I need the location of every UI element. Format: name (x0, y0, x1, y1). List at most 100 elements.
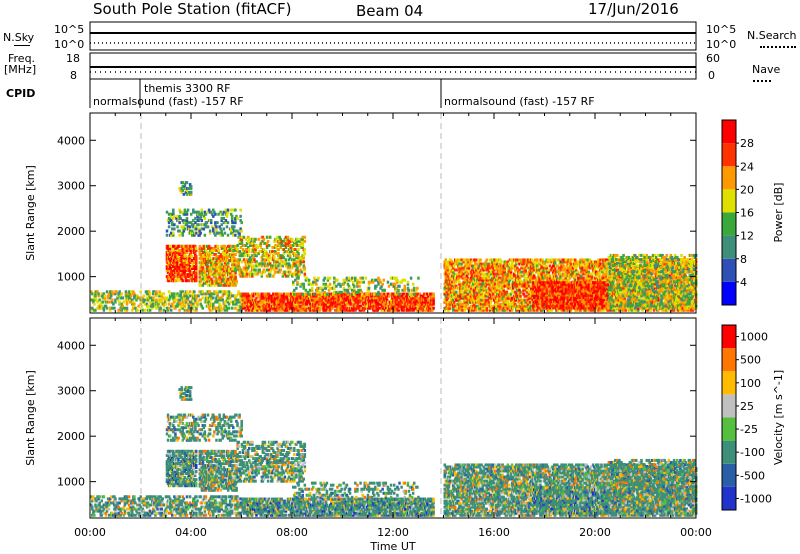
rti-cell (212, 296, 215, 299)
rti-cell (267, 240, 270, 243)
rti-cell (248, 248, 251, 251)
rti-cell (329, 283, 332, 286)
rti-cell (126, 307, 129, 310)
rti-cell (353, 285, 356, 288)
rti-cell (93, 303, 96, 306)
rti-cell (304, 248, 307, 251)
rti-cell (254, 238, 257, 241)
rti-cell (404, 279, 407, 282)
rti-cell (254, 269, 257, 272)
rti-cell (412, 283, 415, 286)
rti-cell (313, 293, 316, 296)
rti-cell (304, 236, 307, 239)
rti-cell (475, 258, 478, 261)
rti-cell (297, 252, 300, 255)
rti-cell (301, 293, 304, 296)
rti-cell (195, 255, 198, 258)
rti-cell (500, 260, 503, 263)
rti-cell (362, 281, 365, 284)
rti-cell (327, 293, 330, 296)
rti-cell (546, 264, 549, 267)
rti-cell (387, 281, 390, 284)
rti-cell (155, 290, 158, 293)
rti-cell (111, 299, 114, 302)
rti-cell (104, 294, 107, 297)
rti-cell (170, 309, 173, 312)
rti-cell (432, 307, 435, 310)
rti-cell (218, 249, 221, 252)
rti-cell (317, 277, 320, 280)
rti-cell (257, 238, 260, 241)
rti-cell (365, 277, 368, 280)
rti-cell (320, 293, 323, 296)
rti-cell (358, 285, 361, 288)
rti-cell (417, 277, 420, 280)
rti-cell (121, 292, 124, 295)
rti-cell (163, 292, 166, 295)
rti-cell (258, 269, 261, 272)
rti-cell (519, 295, 522, 298)
rti-cell (409, 293, 412, 296)
rti-cell (159, 307, 162, 310)
rti-cell (335, 291, 338, 294)
rti-cell (297, 248, 300, 251)
rti-cell (296, 281, 299, 284)
rti-cell (304, 273, 307, 276)
power-panel (90, 113, 697, 313)
rti-cell (273, 256, 276, 259)
rti-cell (295, 287, 298, 290)
rti-cell (397, 289, 400, 292)
rti-cell (377, 291, 380, 294)
rti-cell (297, 277, 300, 280)
rti-cell (163, 309, 166, 312)
nsky-panel-frame (90, 22, 696, 50)
rti-cell (432, 293, 435, 296)
rti-cell (384, 289, 387, 292)
rti-cell (216, 245, 219, 248)
rti-cell (279, 269, 282, 272)
rti-cell (106, 307, 109, 310)
rti-cell (536, 258, 539, 261)
rti-cell (368, 287, 371, 290)
rti-cell (413, 293, 416, 296)
rti-cell (324, 277, 327, 280)
rti-cell (268, 244, 271, 247)
rti-cell (269, 236, 272, 239)
rti-cell (234, 276, 237, 279)
rti-cell (398, 285, 401, 288)
rti-cell (304, 252, 307, 255)
rti-cell (410, 277, 413, 280)
rti-cell (311, 287, 314, 290)
rti-cell (287, 236, 290, 239)
rti-cell (486, 258, 489, 261)
rti-cell (285, 258, 288, 261)
rti-cell (231, 307, 234, 310)
rti-cell (308, 293, 311, 296)
rti-cell (165, 303, 168, 306)
rti-cell (416, 287, 419, 290)
rti-cell (368, 293, 371, 296)
rti-cell (381, 283, 384, 286)
rti-cell (263, 238, 266, 241)
rti-cell (336, 279, 339, 282)
rti-cell (303, 260, 306, 263)
rti-cell (235, 280, 238, 283)
rti-cell (189, 290, 192, 293)
rti-cell (361, 277, 364, 280)
rti-cell (479, 258, 482, 261)
rti-cell (315, 283, 318, 286)
rti-cell (396, 279, 399, 282)
rti-cell (149, 292, 152, 295)
rti-cell (181, 279, 184, 282)
rti-cell (304, 266, 307, 269)
rti-cell (308, 279, 311, 282)
rti-cell (139, 290, 142, 293)
rti-cell (340, 291, 343, 294)
rti-cell (97, 292, 100, 295)
rti-cell (219, 305, 222, 308)
rti-cell (360, 291, 363, 294)
rti-cell (455, 291, 458, 294)
rti-cell (303, 283, 306, 286)
rti-cell (304, 240, 307, 243)
